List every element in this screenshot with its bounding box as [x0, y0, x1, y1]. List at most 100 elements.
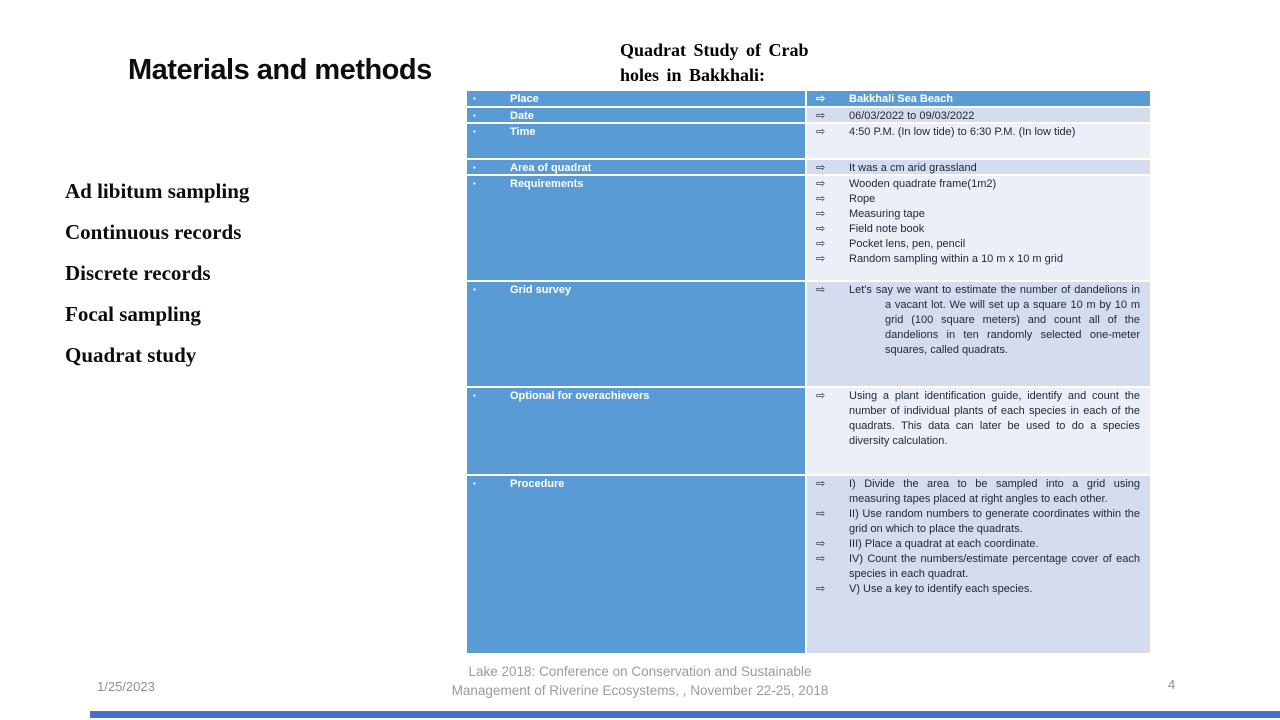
rightwards-arrow-icon: ⇨ — [816, 162, 826, 174]
value-text: Pocket lens, pen, pencil — [849, 238, 966, 250]
rightwards-arrow-icon: ⇨ — [816, 253, 826, 265]
row-value-cell: ⇨ It was a cm arid grassland — [807, 160, 1150, 174]
value-item: ⇨ IV) Count the numbers/estimate percenta… — [807, 552, 1150, 582]
value-item: ⇨ It was a cm arid grassland — [807, 161, 1150, 176]
row-value-cell: ⇨ 4:50 P.M. (In low tide) to 6:30 P.M. (I… — [807, 124, 1150, 158]
value-text: Rope — [849, 193, 876, 205]
method-item: Continuous records — [65, 220, 242, 244]
table-row: ▪ Area of quadrat ⇨ It was a cm arid grassl… — [467, 160, 1150, 176]
value-item: ⇨ II) Use random numbers to generate coor… — [807, 507, 1150, 537]
row-label: Date — [510, 110, 534, 122]
methods-list: Ad libitum sampling Continuous records Dis… — [65, 176, 425, 381]
value-item: ⇨ Wooden quadrate frame(1m2) — [807, 177, 1150, 192]
table-row: ▪ Requirements ⇨ Wooden quadrate frame(1m2)… — [467, 176, 1150, 282]
value-text: I) Divide the area to be sampled into a … — [849, 478, 1140, 505]
table-row: ▪ Place ⇨ Bakkhali Sea Beach — [467, 91, 1150, 108]
table-row: ▪ Date ⇨ 06/03/2022 to 09/03/2022 — [467, 108, 1150, 124]
row-label-cell: ▪ Date — [467, 108, 807, 122]
row-label: Optional for overachievers — [510, 390, 650, 402]
table-row: ▪ Optional for overachievers ⇨ Using a plan… — [467, 388, 1150, 476]
page-title: Materials and methods — [128, 54, 432, 86]
rightwards-arrow-icon: ⇨ — [816, 284, 826, 296]
rightwards-arrow-icon: ⇨ — [816, 110, 826, 122]
rightwards-arrow-icon: ⇨ — [816, 238, 826, 250]
row-value-cell: ⇨ Bakkhali Sea Beach — [807, 91, 1150, 106]
value-item: ⇨ 06/03/2022 to 09/03/2022 — [807, 109, 1150, 124]
value-item: ⇨ Bakkhali Sea Beach — [807, 92, 1150, 107]
value-text: 4:50 P.M. (In low tide) to 6:30 P.M. (In… — [849, 126, 1076, 138]
value-item: ⇨ I) Divide the area to be sampled into a… — [807, 477, 1150, 507]
rightwards-arrow-icon: ⇨ — [816, 126, 826, 138]
rightwards-arrow-icon: ⇨ — [816, 538, 826, 550]
square-bullet-icon: ▪ — [473, 479, 476, 488]
square-bullet-icon: ▪ — [473, 285, 476, 294]
value-text: Wooden quadrate frame(1m2) — [849, 178, 997, 190]
row-label-cell: ▪ Time — [467, 124, 807, 158]
row-label-cell: ▪ Grid survey — [467, 282, 807, 386]
row-label: Time — [510, 126, 536, 138]
value-text: Using a plant identification guide, iden… — [849, 390, 1140, 447]
square-bullet-icon: ▪ — [473, 94, 476, 103]
rightwards-arrow-icon: ⇨ — [816, 208, 826, 220]
method-item: Ad libitum sampling — [65, 179, 250, 203]
method-item: Quadrat study — [65, 343, 197, 367]
value-item: ⇨ Random sampling within a 10 m x 10 m gr… — [807, 252, 1150, 267]
value-text: V) Use a key to identify each species. — [849, 583, 1033, 595]
value-item: ⇨ Using a plant identification guide, ide… — [807, 389, 1150, 449]
rightwards-arrow-icon: ⇨ — [816, 583, 826, 595]
method-item: Focal sampling — [65, 302, 201, 326]
rightwards-arrow-icon: ⇨ — [816, 93, 826, 105]
rightwards-arrow-icon: ⇨ — [816, 508, 826, 520]
row-label: Requirements — [510, 178, 584, 190]
table-row: ▪ Procedure ⇨ I) Divide the area to be samp… — [467, 476, 1150, 655]
row-label-cell: ▪ Area of quadrat — [467, 160, 807, 174]
row-label-cell: ▪ Requirements — [467, 176, 807, 280]
value-item: ⇨ III) Place a quadrat at each coordinate… — [807, 537, 1150, 552]
rightwards-arrow-icon: ⇨ — [816, 390, 826, 402]
rightwards-arrow-icon: ⇨ — [816, 193, 826, 205]
value-text: Let's say we want to estimate the number… — [849, 284, 1140, 356]
value-item: ⇨ V) Use a key to identify each species. — [807, 582, 1150, 597]
quadrat-table: ▪ Place ⇨ Bakkhali Sea Beach ▪ Date ⇨ 06/03/202… — [467, 91, 1150, 655]
page-number: 4 — [1168, 677, 1176, 692]
value-item: ⇨ Let's say we want to estimate the numbe… — [807, 283, 1150, 358]
footer-conference-line1: Lake 2018: Conference on Conservation an… — [468, 664, 812, 679]
row-label: Place — [510, 93, 539, 105]
bottom-accent-bar — [90, 711, 1280, 718]
rightwards-arrow-icon: ⇨ — [816, 223, 826, 235]
value-text: IV) Count the numbers/estimate percentag… — [849, 553, 1140, 580]
footer-conference: Lake 2018: Conference on Conservation an… — [0, 662, 1280, 700]
value-item: ⇨ Field note book — [807, 222, 1150, 237]
square-bullet-icon: ▪ — [473, 391, 476, 400]
value-text: II) Use random numbers to generate coord… — [849, 508, 1140, 535]
row-label-cell: ▪ Place — [467, 91, 807, 106]
value-text: Bakkhali Sea Beach — [849, 93, 953, 105]
value-item: ⇨ Measuring tape — [807, 207, 1150, 222]
square-bullet-icon: ▪ — [473, 179, 476, 188]
row-value-cell: ⇨ Wooden quadrate frame(1m2) ⇨ Rope ⇨ Measuri… — [807, 176, 1150, 280]
value-text: 06/03/2022 to 09/03/2022 — [849, 110, 975, 122]
row-value-cell: ⇨ Let's say we want to estimate the numbe… — [807, 282, 1150, 386]
square-bullet-icon: ▪ — [473, 127, 476, 136]
table-title-line2: holes in Bakkhali: — [620, 65, 766, 85]
row-label-cell: ▪ Procedure — [467, 476, 807, 653]
row-value-cell: ⇨ 06/03/2022 to 09/03/2022 — [807, 108, 1150, 122]
value-text: Measuring tape — [849, 208, 925, 220]
method-item: Discrete records — [65, 261, 211, 285]
table-title-line1: Quadrat Study of Crab — [620, 40, 809, 60]
table-title: Quadrat Study of Crab holes in Bakkhali: — [620, 38, 870, 88]
value-text: Random sampling within a 10 m x 10 m gri… — [849, 253, 1063, 265]
value-item: ⇨ 4:50 P.M. (In low tide) to 6:30 P.M. (I… — [807, 125, 1150, 140]
square-bullet-icon: ▪ — [473, 111, 476, 120]
value-text: Field note book — [849, 223, 925, 235]
row-label: Area of quadrat — [510, 162, 592, 174]
row-label-cell: ▪ Optional for overachievers — [467, 388, 807, 474]
rightwards-arrow-icon: ⇨ — [816, 178, 826, 190]
square-bullet-icon: ▪ — [473, 163, 476, 172]
value-item: ⇨ Pocket lens, pen, pencil — [807, 237, 1150, 252]
value-item: ⇨ Rope — [807, 192, 1150, 207]
row-value-cell: ⇨ Using a plant identification guide, ide… — [807, 388, 1150, 474]
footer-date: 1/25/2023 — [97, 679, 155, 694]
row-label: Grid survey — [510, 284, 572, 296]
